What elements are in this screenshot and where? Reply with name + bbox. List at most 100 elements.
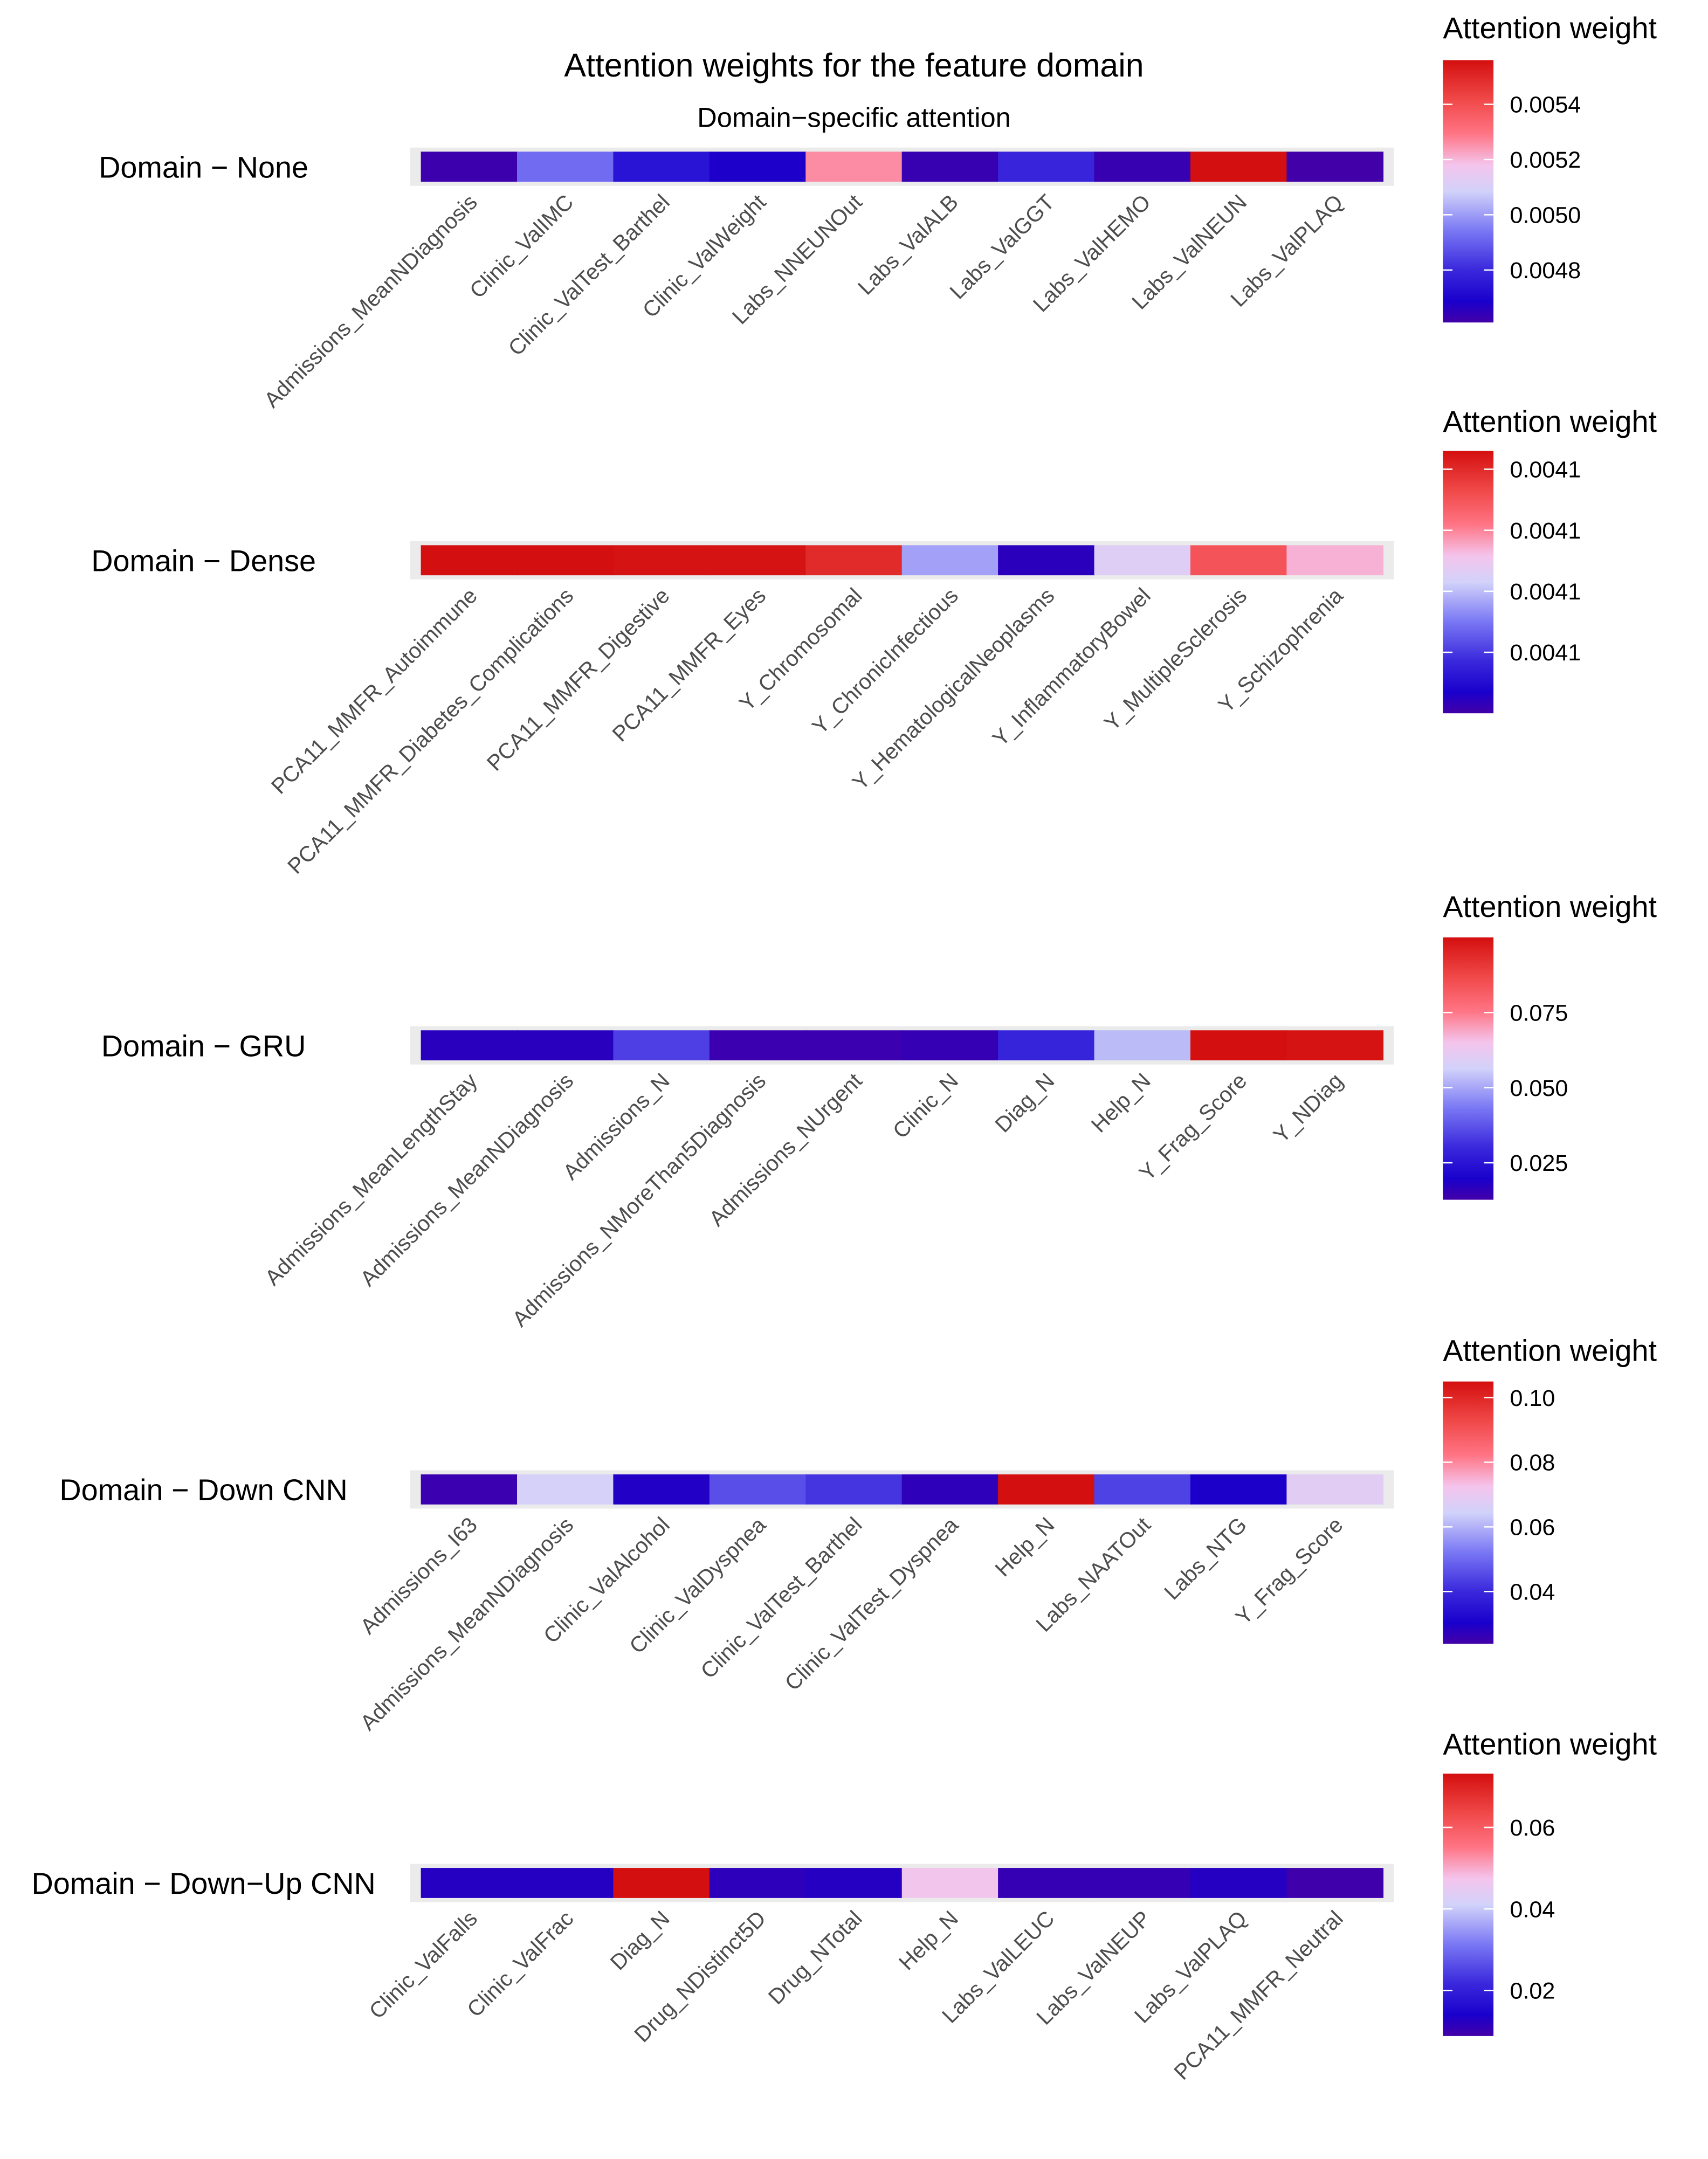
colorbar-tick-label: 0.0041 bbox=[1510, 518, 1581, 544]
heatmap-cell bbox=[517, 1474, 614, 1505]
x-tick-label: Diag_N bbox=[605, 1906, 674, 1975]
heatmap-cell bbox=[998, 1030, 1095, 1061]
heatmap-cell bbox=[901, 1474, 999, 1505]
colorbar bbox=[1443, 1774, 1494, 2036]
legend-title: Attention weight bbox=[1443, 405, 1657, 438]
x-tick-label: Y_HematologicalNeoplasms bbox=[848, 583, 1059, 795]
heatmap-cell bbox=[517, 1030, 614, 1061]
heatmap-cell bbox=[1094, 1030, 1192, 1061]
colorbar-tick-label: 0.06 bbox=[1510, 1815, 1555, 1841]
chart-subtitle: Domain−specific attention bbox=[697, 102, 1011, 133]
heatmap-cell bbox=[517, 545, 614, 576]
colorbar-tick-label: 0.075 bbox=[1510, 1000, 1568, 1026]
heatmap-cell bbox=[901, 1030, 999, 1061]
colorbar-tick-label: 0.0052 bbox=[1510, 147, 1581, 173]
chart-title: Attention weights for the feature domain bbox=[564, 47, 1144, 84]
panel-4: Domain − Down−Up CNNClinic_ValFallsClini… bbox=[32, 1728, 1657, 2085]
row-label: Domain − Down CNN bbox=[59, 1473, 347, 1507]
row-label: Domain − Dense bbox=[91, 544, 316, 578]
heatmap-cell bbox=[1286, 1474, 1384, 1505]
heatmap-cell bbox=[613, 545, 711, 576]
colorbar bbox=[1443, 937, 1494, 1200]
heatmap-cell bbox=[805, 1474, 903, 1505]
heatmap-cell bbox=[1190, 151, 1287, 182]
colorbar-tick-label: 0.04 bbox=[1510, 1579, 1555, 1605]
heatmap-cell bbox=[1094, 1868, 1192, 1898]
colorbar bbox=[1443, 1381, 1494, 1644]
colorbar-tick-label: 0.0050 bbox=[1510, 203, 1581, 229]
heatmap-cell bbox=[901, 1868, 999, 1898]
x-tick-label: Help_N bbox=[894, 1906, 963, 1975]
heatmap-cell bbox=[1190, 545, 1287, 576]
heatmap-cell bbox=[1094, 1474, 1192, 1505]
colorbar-tick-label: 0.050 bbox=[1510, 1075, 1568, 1101]
heatmap-cell bbox=[613, 1030, 711, 1061]
panel-2: Domain − GRUAdmissions_MeanLengthStayAdm… bbox=[101, 890, 1657, 1332]
heatmap-cell bbox=[421, 545, 518, 576]
colorbar-tick-label: 0.0041 bbox=[1510, 579, 1581, 605]
heatmap-cell bbox=[805, 545, 903, 576]
heatmap-cell bbox=[709, 1030, 807, 1061]
colorbar-tick-label: 0.0041 bbox=[1510, 457, 1581, 483]
heatmap-cell bbox=[805, 1868, 903, 1898]
heatmap-cell bbox=[1190, 1030, 1287, 1061]
heatmap-cell bbox=[998, 1868, 1095, 1898]
heatmap-cell bbox=[517, 1868, 614, 1898]
heatmap-cell bbox=[709, 1868, 807, 1898]
colorbar-tick-label: 0.025 bbox=[1510, 1150, 1568, 1176]
heatmap-cell bbox=[421, 151, 518, 182]
heatmap-cell bbox=[709, 545, 807, 576]
x-tick-label: Diag_N bbox=[990, 1068, 1059, 1137]
heatmap-cell bbox=[998, 151, 1095, 182]
heatmap-cell bbox=[805, 1030, 903, 1061]
x-tick-label: Clinic_ValTest_Dyspnea bbox=[780, 1512, 963, 1695]
x-tick-label: PCA11_MMFR_Digestive bbox=[482, 583, 674, 776]
heatmap-cell bbox=[613, 151, 711, 182]
heatmap-cell bbox=[421, 1030, 518, 1061]
heatmap-cell bbox=[709, 151, 807, 182]
colorbar-tick-label: 0.02 bbox=[1510, 1978, 1555, 2004]
heatmap-cell bbox=[421, 1474, 518, 1505]
x-tick-label: PCA11_MMFR_Autoimmune bbox=[266, 583, 482, 799]
heatmap-cell bbox=[998, 1474, 1095, 1505]
x-tick-label: Admissions_MeanNDiagnosis bbox=[259, 190, 482, 412]
x-tick-label: Clinic_ValTest_Barthel bbox=[695, 1512, 866, 1683]
heatmap-cell bbox=[1286, 545, 1384, 576]
heatmap-cell bbox=[1286, 151, 1384, 182]
x-tick-label: Y_InflammatoryBowel bbox=[987, 583, 1155, 751]
x-tick-label: Clinic_ValTest_Barthel bbox=[504, 190, 674, 361]
colorbar-tick-label: 0.08 bbox=[1510, 1450, 1555, 1476]
x-tick-label: Drug_NTotal bbox=[763, 1906, 867, 2009]
heatmap-cell bbox=[1286, 1868, 1384, 1898]
colorbar-tick-label: 0.06 bbox=[1510, 1515, 1555, 1541]
heatmap-cell bbox=[1094, 545, 1192, 576]
heatmap-cell bbox=[805, 151, 903, 182]
x-tick-label: Admissions_MeanNDiagnosis bbox=[355, 1068, 578, 1291]
heatmap-cell bbox=[1094, 151, 1192, 182]
colorbar-tick-label: 0.0048 bbox=[1510, 258, 1581, 284]
legend-title: Attention weight bbox=[1443, 11, 1657, 45]
x-tick-label: Labs_ValALB bbox=[853, 190, 963, 300]
heatmap-cell bbox=[517, 151, 614, 182]
row-label: Domain − GRU bbox=[101, 1029, 306, 1063]
row-label: Domain − Down−Up CNN bbox=[32, 1867, 376, 1900]
x-tick-label: Labs_NTG bbox=[1159, 1512, 1251, 1604]
heatmap-cell bbox=[901, 151, 999, 182]
colorbar-tick-label: 0.10 bbox=[1510, 1385, 1555, 1411]
x-tick-label: Help_N bbox=[1086, 1068, 1155, 1137]
colorbar-tick-label: 0.04 bbox=[1510, 1896, 1555, 1922]
heatmap-cell bbox=[709, 1474, 807, 1505]
panel-3: Domain − Down CNNAdmissions_I63Admission… bbox=[59, 1334, 1657, 1735]
heatmap-cell bbox=[1190, 1868, 1287, 1898]
row-label: Domain − None bbox=[99, 151, 308, 184]
heatmap-cell bbox=[613, 1868, 711, 1898]
legend-title: Attention weight bbox=[1443, 1728, 1657, 1761]
legend-title: Attention weight bbox=[1443, 890, 1657, 923]
heatmap-cell bbox=[421, 1868, 518, 1898]
heatmap-cell bbox=[998, 545, 1095, 576]
heatmap-cell bbox=[901, 545, 999, 576]
panel-1: Domain − Dense PCA11_MMFR_AutoimmunePCA11… bbox=[91, 405, 1657, 879]
x-tick-label: Help_N bbox=[990, 1512, 1059, 1581]
colorbar-tick-label: 0.0054 bbox=[1510, 92, 1581, 118]
